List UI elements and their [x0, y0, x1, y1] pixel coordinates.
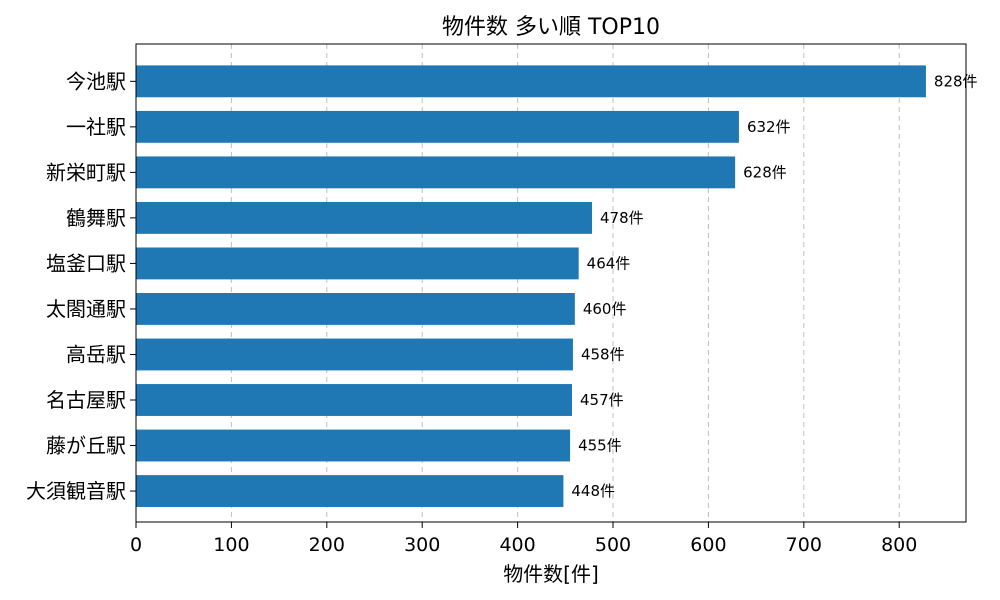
x-tick-label: 200: [309, 534, 345, 556]
chart-title: 物件数 多い順 TOP10: [442, 15, 660, 40]
x-tick-label: 600: [690, 534, 726, 556]
x-tick-label: 0: [130, 534, 142, 556]
data-label: 457件: [580, 391, 624, 409]
category-label: 藤が丘駅: [46, 434, 126, 458]
category-label: 一社駅: [66, 115, 126, 139]
data-label: 478件: [600, 209, 644, 227]
data-label: 460件: [583, 300, 627, 318]
data-label: 455件: [578, 437, 622, 455]
bar: [136, 65, 926, 98]
bar: [136, 156, 736, 189]
data-label: 458件: [581, 345, 625, 363]
category-label: 今池駅: [66, 69, 126, 93]
x-tick-label: 300: [404, 534, 440, 556]
x-tick-label: 100: [213, 534, 249, 556]
category-label: 大須観音駅: [26, 479, 126, 503]
bar: [136, 429, 571, 462]
bar: [136, 475, 564, 507]
data-label: 628件: [743, 163, 787, 181]
bar: [136, 247, 579, 280]
bar: [136, 338, 573, 371]
bar: [136, 384, 572, 416]
plot-frame: [135, 43, 967, 523]
x-tick-label: 400: [499, 534, 535, 556]
bars: [136, 65, 926, 507]
data-label: 632件: [747, 118, 791, 136]
data-labels: 828件 632件 628件 478件 464件 460件 458件 457件 455件 448件: [571, 72, 977, 500]
category-label: 鶴舞駅: [66, 206, 126, 230]
x-tick-label: 800: [881, 534, 917, 556]
category-label: 名古屋駅: [46, 388, 126, 412]
category-label: 塩釜口駅: [46, 251, 126, 275]
data-label: 828件: [934, 72, 978, 90]
data-label: 448件: [571, 482, 615, 500]
x-axis-label: 物件数[件]: [503, 562, 599, 586]
bar: [136, 110, 739, 143]
data-label: 464件: [587, 254, 631, 272]
bar: [136, 201, 593, 234]
category-label: 高岳駅: [66, 342, 126, 366]
bar: [136, 293, 575, 325]
category-label: 新栄町駅: [46, 160, 126, 184]
x-axis: 0 100 200 300 400 500 600 700 800: [130, 522, 917, 556]
x-tick-label: 700: [786, 534, 822, 556]
x-tick-label: 500: [595, 534, 631, 556]
category-label: 太閤通駅: [46, 297, 126, 321]
